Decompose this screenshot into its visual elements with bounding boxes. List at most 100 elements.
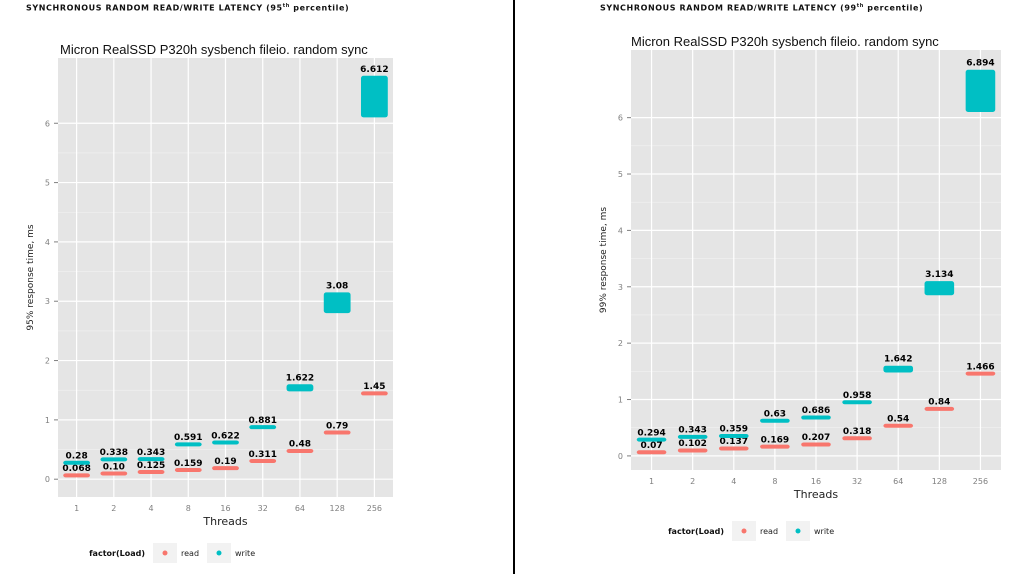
write-data-label: 0.338 bbox=[100, 448, 128, 458]
read-points bbox=[212, 466, 239, 471]
read-points bbox=[286, 448, 314, 453]
header-sup: th bbox=[282, 3, 290, 9]
read-data-label: 0.207 bbox=[802, 433, 830, 443]
y-tick-label: 6 bbox=[45, 119, 50, 128]
header-text: SYNCHRONOUS RANDOM READ/WRITE LATENCY (9… bbox=[600, 3, 857, 13]
write-data-label: 0.622 bbox=[211, 431, 239, 441]
chart-99th: Micron RealSSD P320h sysbench fileio. ra… bbox=[599, 34, 1001, 541]
write-data-label: 0.591 bbox=[174, 433, 202, 443]
y-tick-label: 5 bbox=[45, 179, 50, 188]
read-points bbox=[323, 430, 351, 435]
read-data-label: 1.45 bbox=[363, 382, 385, 392]
read-data-label: 0.54 bbox=[887, 414, 909, 424]
legend-label-read: read bbox=[760, 527, 778, 536]
write-points bbox=[212, 440, 239, 445]
read-points bbox=[842, 436, 872, 441]
legend-label-read: read bbox=[181, 549, 199, 558]
read-data-label: 0.79 bbox=[326, 421, 348, 431]
read-data-label: 0.137 bbox=[720, 437, 748, 447]
x-axis-label: Threads bbox=[793, 488, 838, 501]
write-points bbox=[286, 384, 314, 392]
write-data-label: 0.343 bbox=[137, 448, 165, 458]
read-points bbox=[760, 444, 790, 449]
legend-marker-write bbox=[795, 528, 801, 534]
write-data-label: 0.958 bbox=[843, 391, 871, 401]
write-points bbox=[174, 442, 202, 447]
read-data-label: 0.159 bbox=[174, 459, 202, 469]
read-points bbox=[360, 391, 388, 396]
legend-marker-read bbox=[741, 528, 747, 534]
read-points bbox=[924, 406, 955, 411]
x-tick-label: 2 bbox=[111, 504, 116, 513]
write-data-label: 0.294 bbox=[637, 428, 665, 438]
y-axis-label: 95% response time, ms bbox=[26, 224, 36, 330]
x-tick-label: 64 bbox=[893, 477, 903, 486]
write-data-label: 1.642 bbox=[884, 355, 912, 365]
legend-marker-write bbox=[216, 550, 222, 556]
write-data-label: 0.359 bbox=[720, 425, 748, 435]
read-data-label: 0.19 bbox=[214, 457, 236, 467]
y-tick-label: 4 bbox=[45, 238, 50, 247]
header-text: SYNCHRONOUS RANDOM READ/WRITE LATENCY (9… bbox=[26, 3, 283, 13]
read-points bbox=[883, 423, 914, 428]
read-points bbox=[137, 470, 165, 475]
write-points bbox=[100, 457, 128, 462]
write-data-label: 0.63 bbox=[764, 409, 786, 419]
legend-label-write: write bbox=[814, 527, 834, 536]
write-points bbox=[63, 460, 91, 465]
y-tick-label: 3 bbox=[618, 283, 623, 292]
chart-title: Micron RealSSD P320h sysbench fileio. ra… bbox=[631, 34, 939, 49]
write-points bbox=[718, 433, 749, 438]
legend-title: factor(Load) bbox=[668, 527, 724, 536]
write-points bbox=[965, 69, 996, 113]
y-tick-label: 0 bbox=[45, 475, 50, 484]
x-tick-label: 256 bbox=[973, 477, 988, 486]
x-tick-label: 4 bbox=[149, 504, 154, 513]
x-tick-label: 256 bbox=[367, 504, 382, 513]
read-points bbox=[718, 446, 749, 451]
read-data-label: 0.102 bbox=[678, 439, 706, 449]
read-data-label: 0.169 bbox=[761, 435, 789, 445]
x-axis-label: Threads bbox=[202, 515, 247, 528]
write-points bbox=[636, 437, 667, 442]
header-95th: SYNCHRONOUS RANDOM READ/WRITE LATENCY (9… bbox=[26, 3, 349, 13]
read-data-label: 0.318 bbox=[843, 427, 871, 437]
write-points bbox=[842, 400, 872, 405]
write-data-label: 1.622 bbox=[286, 373, 314, 383]
x-tick-label: 64 bbox=[295, 504, 305, 513]
write-data-label: 0.881 bbox=[248, 416, 276, 426]
legend-marker-read bbox=[162, 550, 168, 556]
y-tick-label: 6 bbox=[618, 114, 623, 123]
write-points bbox=[360, 75, 388, 118]
read-data-label: 0.48 bbox=[289, 440, 311, 450]
x-tick-label: 32 bbox=[258, 504, 268, 513]
chart-title: Micron RealSSD P320h sysbench fileio. ra… bbox=[60, 42, 368, 57]
read-data-label: 0.10 bbox=[103, 462, 125, 472]
read-data-label: 0.07 bbox=[640, 441, 662, 451]
write-data-label: 0.686 bbox=[802, 406, 830, 416]
x-tick-label: 8 bbox=[186, 504, 191, 513]
header-tail: percentile) bbox=[289, 3, 350, 13]
write-points bbox=[924, 281, 955, 296]
write-points bbox=[677, 434, 708, 439]
legend-label-write: write bbox=[235, 549, 255, 558]
y-tick-label: 1 bbox=[45, 416, 50, 425]
x-tick-label: 1 bbox=[74, 504, 79, 513]
write-data-label: 0.28 bbox=[66, 452, 88, 462]
read-points bbox=[249, 458, 277, 463]
panel-divider bbox=[513, 0, 515, 574]
y-tick-label: 2 bbox=[45, 357, 50, 366]
read-data-label: 0.068 bbox=[62, 464, 90, 474]
x-tick-label: 128 bbox=[932, 477, 947, 486]
write-points bbox=[249, 425, 277, 430]
x-tick-label: 128 bbox=[330, 504, 345, 513]
read-points bbox=[63, 473, 91, 478]
read-points bbox=[677, 448, 708, 453]
x-tick-label: 1 bbox=[649, 477, 654, 486]
x-tick-label: 32 bbox=[852, 477, 862, 486]
read-data-label: 0.311 bbox=[248, 450, 276, 460]
header-tail: percentile) bbox=[863, 3, 924, 13]
write-points bbox=[801, 415, 831, 420]
write-points bbox=[137, 457, 165, 462]
